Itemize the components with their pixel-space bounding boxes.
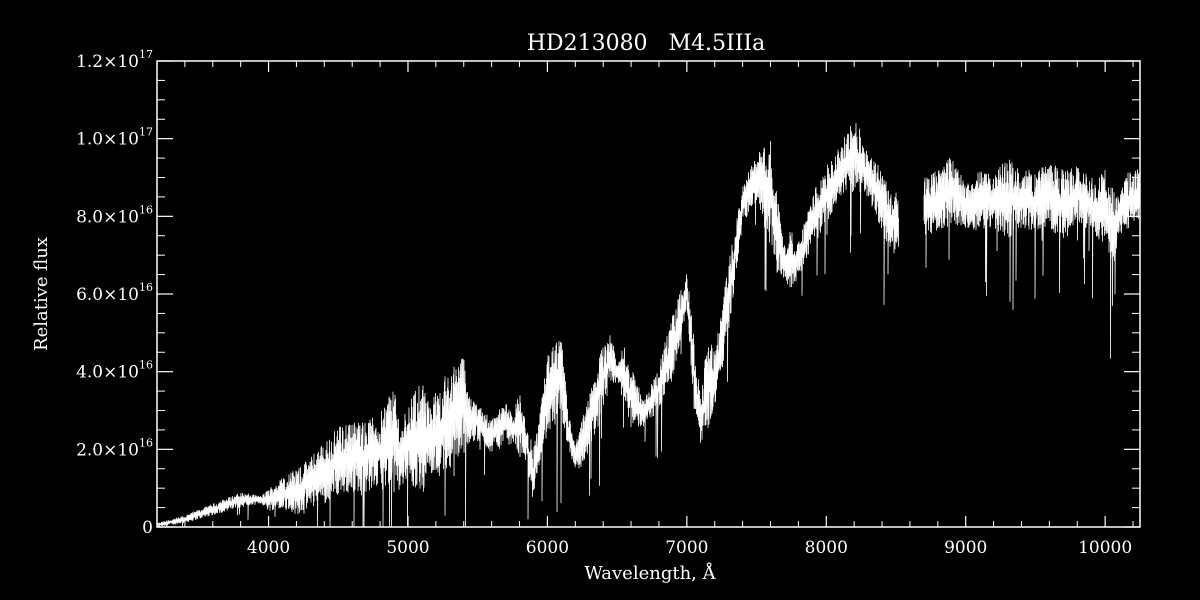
chart-title: HD213080 M4.5IIIa <box>527 31 766 56</box>
y-tick-label: 2.0×1016 <box>76 436 153 460</box>
x-tick-label: 6000 <box>526 538 569 558</box>
y-tick-label: 4.0×1016 <box>76 359 153 383</box>
y-tick-label: 6.0×1016 <box>76 281 153 305</box>
x-tick-label: 9000 <box>944 538 987 558</box>
y-axis-label: Relative flux <box>31 237 52 351</box>
spectrum-line <box>156 122 1141 528</box>
x-tick-label: 4000 <box>247 538 290 558</box>
plot-area <box>156 122 1141 528</box>
y-tick-label: 1.2×1017 <box>76 48 153 72</box>
x-tick-label: 5000 <box>386 538 429 558</box>
x-axis-label: Wavelength, Å <box>584 562 716 584</box>
x-tick-label: 8000 <box>805 538 848 558</box>
axes: 4000 5000 6000 7000 8000 9000 10000 0 2.0×1016 4.… <box>76 48 1141 558</box>
x-tick-label: 7000 <box>665 538 708 558</box>
y-tick-label: 8.0×1016 <box>76 203 153 227</box>
x-tick-label: 10000 <box>1078 538 1132 558</box>
y-tick-label: 0 <box>142 518 153 538</box>
y-tick-label: 1.0×1017 <box>76 126 153 150</box>
